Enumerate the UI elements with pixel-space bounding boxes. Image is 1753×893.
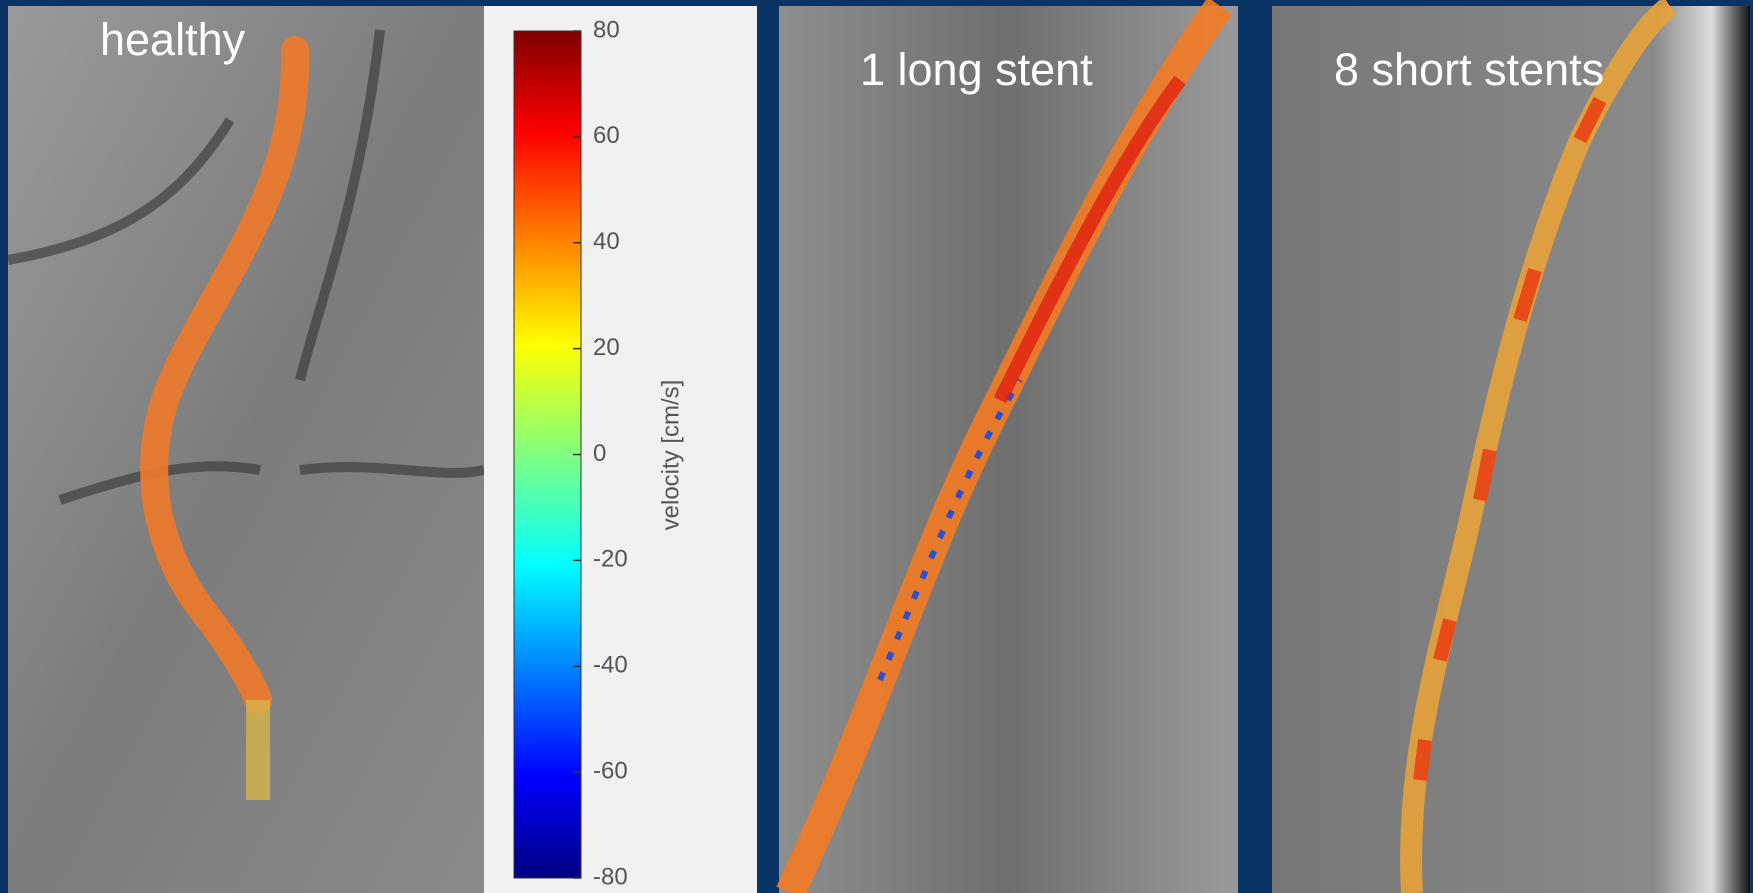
tick-label: -40 <box>593 652 628 679</box>
colorbar-label: velocity [cm/s] <box>657 380 684 531</box>
tick-label: 80 <box>593 16 620 43</box>
panel-label: 1 long stent <box>860 44 1093 95</box>
panel-long-stent: 1 long stent <box>776 0 1238 893</box>
colorbar <box>513 30 582 879</box>
tick-label: 20 <box>593 334 620 361</box>
panel-healthy: healthy <box>7 6 486 893</box>
panel-short-stents: 8 short stents <box>1272 0 1750 893</box>
colorbar-panel: velocity [cm/s] <box>484 6 757 893</box>
panel-label: 8 short stents <box>1334 44 1604 95</box>
tick-label: -60 <box>593 757 628 784</box>
tick-label: 0 <box>593 440 606 467</box>
tick-label: -20 <box>593 546 628 573</box>
tick-label: 40 <box>593 228 620 255</box>
panel-label: healthy <box>100 14 246 65</box>
tick-label: 60 <box>593 122 620 149</box>
tick-label: -80 <box>593 863 628 890</box>
